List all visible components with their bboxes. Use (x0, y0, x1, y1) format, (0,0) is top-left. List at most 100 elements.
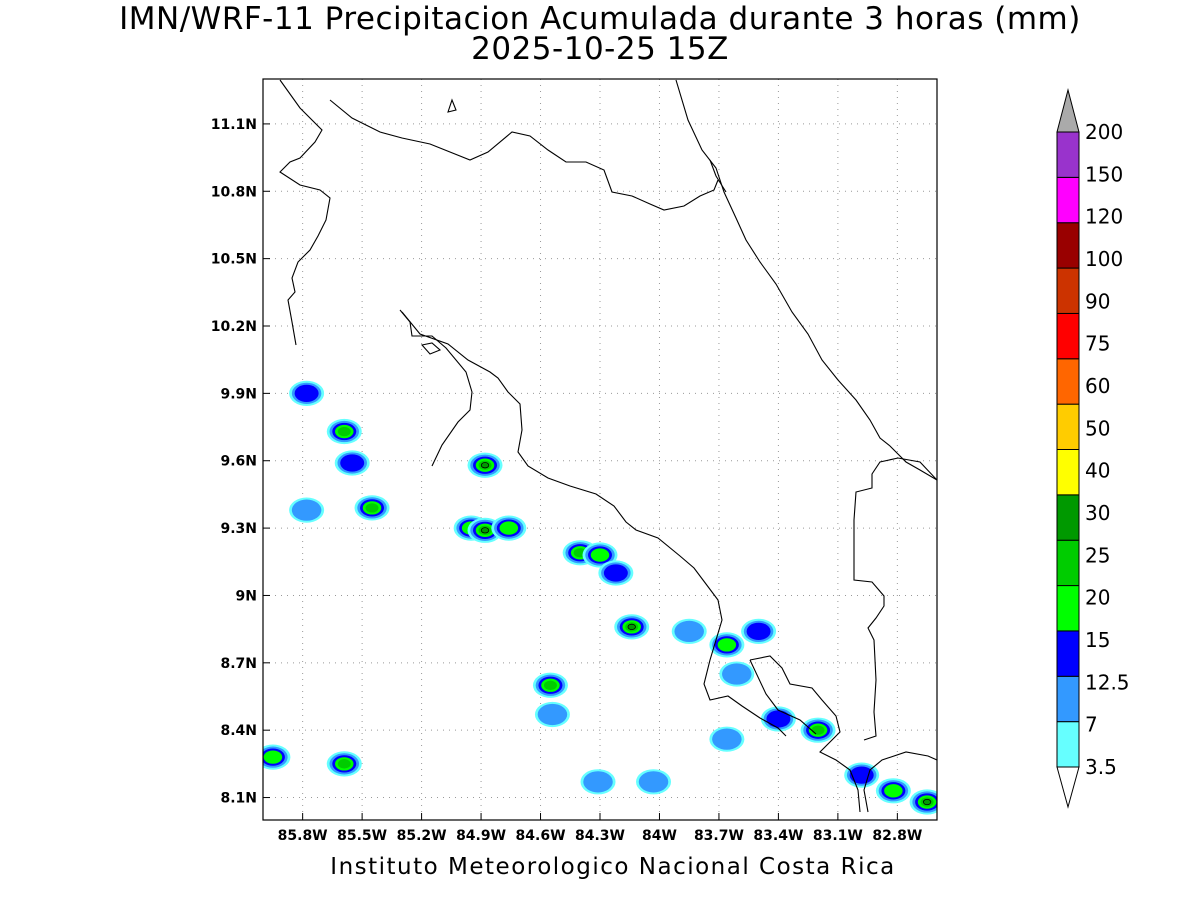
precip-cell (532, 672, 568, 698)
colorbar-overflow-triangle (1056, 88, 1080, 133)
colorbar-label: 40 (1085, 459, 1110, 483)
precip-cell (326, 751, 362, 777)
colorbar-box (1056, 539, 1080, 587)
colorbar-box (1056, 721, 1080, 768)
coastline-caribbean (675, 79, 937, 481)
colorbar-box (1056, 585, 1080, 632)
precip-cell (467, 517, 503, 543)
precip-cell (636, 769, 672, 795)
precip-contour-level-5 (627, 623, 636, 630)
island-north (447, 98, 457, 113)
colorbar-underflow-triangle (1056, 766, 1080, 809)
lat-tick-label: 10.8N (211, 184, 257, 200)
coastline-golfo-dulce (749, 659, 817, 735)
precip-cell (671, 618, 707, 644)
precip-cell (289, 497, 325, 523)
precip-cell (709, 726, 745, 752)
precip-cell (491, 515, 527, 541)
precip-cell (614, 614, 650, 640)
precip-contour-level-2 (746, 622, 771, 641)
precip-cell (582, 542, 618, 568)
colorbar-box (1056, 494, 1080, 541)
precip-contour-level-2 (849, 766, 874, 784)
colorbar-label: 200 (1085, 120, 1123, 144)
precip-cell (580, 769, 616, 795)
colorbar-label: 25 (1085, 543, 1110, 567)
coastline-gulf (401, 311, 787, 737)
colorbar-box (1056, 358, 1080, 405)
lat-tick-label: 11.1N (211, 117, 257, 133)
precip-contour-level-5 (480, 462, 490, 469)
lat-tick-label: 9.6N (220, 454, 257, 470)
coastline-nicoya (399, 309, 473, 467)
precip-cell (334, 450, 370, 476)
coastline-islet (709, 159, 727, 193)
colorbar-label: 60 (1085, 374, 1110, 398)
precip-contour-level-4 (365, 503, 379, 513)
lon-tick-label: 85.2W (397, 828, 447, 844)
lon-tick-label: 85.5W (337, 828, 387, 844)
colorbar-label: 20 (1085, 586, 1110, 610)
map-subtitle: 2025-10-25 15Z (471, 31, 729, 67)
precip-contour-level-1 (291, 499, 322, 521)
colorbar-box (1056, 675, 1080, 723)
lon-tick-label: 84.3W (575, 828, 625, 844)
lon-tick-label: 84.6W (516, 828, 566, 844)
map-title: IMN/WRF-11 Precipitacion Acumulada duran… (119, 1, 1081, 37)
coastline-pacific-north (279, 79, 331, 346)
colorbar-box (1056, 403, 1080, 450)
precip-contour-level-1 (583, 771, 613, 793)
lon-tick-label: 84.9W (456, 828, 506, 844)
precip-contour-level-1 (712, 728, 742, 750)
precip-cell (263, 744, 291, 770)
colorbar: 3.5 7 12.5 15 20 25 30 40 50 60 75 90 100 120 150 200 (1056, 88, 1130, 809)
precip-contour-level-1 (674, 620, 704, 643)
colorbar-box (1056, 630, 1080, 677)
lat-tick-label: 8.7N (220, 656, 257, 672)
precip-contour-level-2 (294, 384, 319, 403)
precip-contour-level-1 (537, 703, 568, 726)
lat-tick-label: 10.2N (211, 319, 257, 335)
colorbar-box (1056, 131, 1080, 178)
precip-cell (709, 632, 745, 658)
coastline-osa (749, 655, 861, 813)
precip-cell (875, 778, 911, 804)
lon-tick-label: 83.7W (694, 828, 744, 844)
precip-cell (844, 762, 880, 788)
precip-contour-level-1 (638, 771, 669, 793)
precip-cell (598, 560, 634, 586)
colorbar-label: 7 (1085, 713, 1098, 737)
precip-contour-level-4 (337, 426, 351, 437)
precip-contour-level-4 (811, 725, 825, 735)
lon-tick-label: 83.1W (813, 828, 863, 844)
coastline-burica (863, 751, 937, 813)
colorbar-label: 75 (1085, 332, 1110, 356)
coastline (279, 79, 937, 813)
colorbar-label: 150 (1085, 162, 1123, 186)
precip-contour-level-3 (499, 521, 519, 535)
precip-contour-level-2 (340, 454, 365, 472)
precip-contour-level-2 (603, 564, 628, 582)
precip-contour-level-5 (480, 527, 490, 534)
colorbar-label: 12.5 (1085, 670, 1130, 694)
colorbar-box (1056, 267, 1080, 314)
colorbar-box (1056, 312, 1080, 360)
lat-tick-label: 8.4N (220, 723, 257, 739)
colorbar-label: 90 (1085, 289, 1110, 313)
precipitation-field (263, 380, 937, 815)
precip-contour-level-4 (543, 680, 557, 690)
precip-contour-level-3 (884, 784, 903, 798)
lat-tick-label: 10.5N (211, 252, 257, 268)
precip-contour-level-3 (590, 548, 610, 562)
precip-cell (354, 495, 390, 521)
precip-cell (467, 452, 503, 478)
precip-cell (741, 618, 777, 644)
precip-cell (909, 789, 937, 815)
border-panama (853, 457, 937, 741)
colorbar-label: 30 (1085, 501, 1110, 525)
colorbar-label: 100 (1085, 247, 1123, 271)
lat-tick-label: 9.9N (220, 386, 257, 402)
colorbar-label: 15 (1085, 628, 1110, 652)
precip-cell (800, 717, 836, 743)
precip-contour-level-5 (922, 798, 932, 806)
